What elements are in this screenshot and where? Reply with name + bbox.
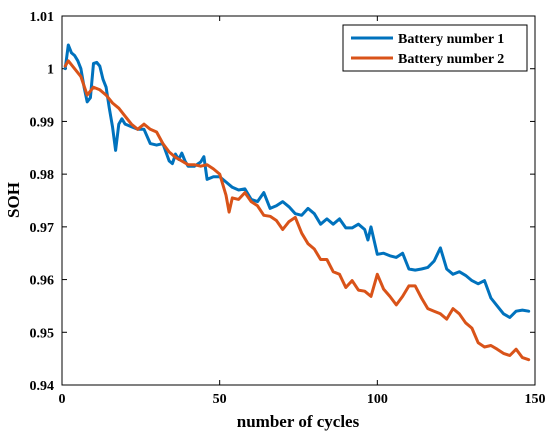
legend-label-battery-1: Battery number 1 [398,32,504,47]
y-tick-label: 0.94 [30,379,55,394]
legend-box [342,24,528,72]
ticks: 0 50 100 150 0.94 0.95 0.96 0.97 0.98 0.99 1 1.01 [30,10,546,407]
axes-box [61,15,536,386]
y-tick-label: 0.95 [30,326,55,341]
y-tick-label: 1.01 [30,10,55,25]
series-line-battery-2 [63,59,531,362]
legend-label-battery-2: Battery number 2 [398,52,504,67]
series-line-battery-1 [63,43,531,319]
y-tick-label: 1 [47,63,54,78]
x-tick-label: 0 [59,392,66,407]
y-tick-label: 0.99 [30,115,55,130]
x-axis-title: number of cycles [237,412,360,431]
x-tick-label: 100 [367,392,388,407]
x-tick-label: 150 [525,392,546,407]
legend: Battery number 1 Battery number 2 [342,24,528,72]
y-tick-label: 0.97 [30,221,55,236]
y-tick-label: 0.96 [30,274,55,289]
x-tick-label: 50 [213,392,227,407]
plot-lines [63,43,531,362]
y-axis-title: SOH [4,182,23,218]
y-tick-label: 0.98 [30,168,55,183]
